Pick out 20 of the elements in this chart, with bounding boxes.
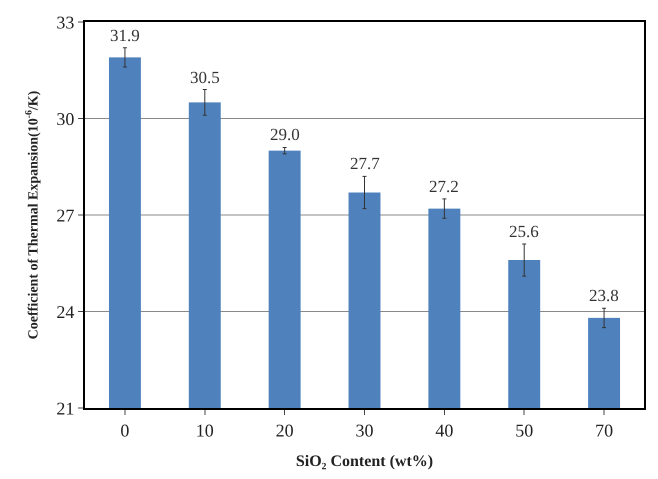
y-tick-label: 27 (56, 205, 74, 226)
y-tick-label: 21 (56, 398, 74, 418)
data-label: 23.8 (589, 286, 619, 305)
x-tick-label: 10 (196, 420, 214, 441)
x-tick-label: 40 (435, 420, 454, 441)
x-tick-label: 0 (120, 420, 130, 441)
data-label: 29.0 (270, 125, 300, 144)
data-label: 27.2 (429, 177, 459, 196)
data-label: 25.6 (509, 222, 539, 241)
data-label: 27.7 (350, 154, 380, 173)
x-tick-label: 20 (276, 420, 294, 441)
data-label: 31.9 (110, 26, 140, 45)
data-label: 30.5 (190, 68, 220, 87)
x-tick-label: 30 (356, 420, 374, 441)
y-tick-label: 33 (56, 12, 74, 32)
y-tick-label: 30 (56, 108, 74, 129)
x-axis-title: SiO₂ Content (wt%) (296, 452, 434, 470)
x-tick-label: 50 (515, 420, 534, 441)
y-tick-label: 24 (56, 302, 74, 322)
x-tick-label: 70 (595, 420, 614, 441)
